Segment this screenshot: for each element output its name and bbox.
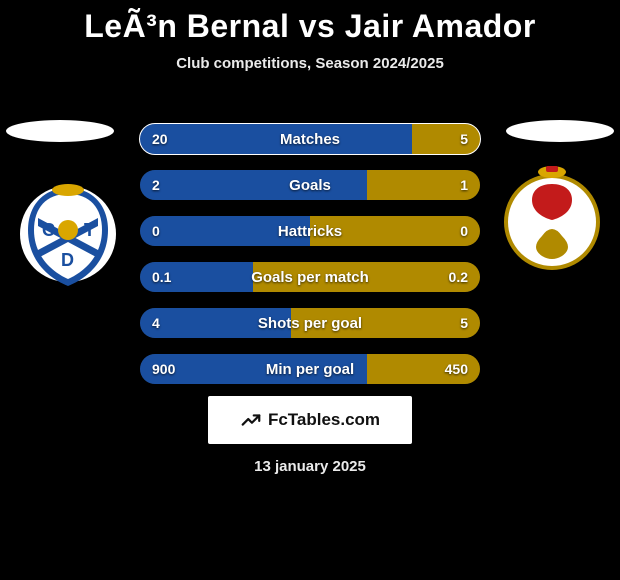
highlight-ellipse-right [506, 120, 614, 142]
stat-value-right: 1 [460, 170, 468, 200]
svg-text:T: T [84, 220, 95, 240]
stat-value-right: 5 [460, 124, 468, 154]
svg-text:C: C [42, 220, 55, 240]
comparison-card: LeÃ³n Bernal vs Jair Amador Club competi… [0, 0, 620, 580]
footer-date: 13 january 2025 [0, 458, 620, 475]
highlight-ellipse-left [6, 120, 114, 142]
stats-rows: 20Matches5 2Goals1 0Hattricks0 0.1Goals per… [140, 124, 480, 400]
zaragoza-crest-svg [502, 162, 602, 274]
tenerife-crest: C T D [18, 178, 118, 290]
stat-value-right: 0 [460, 216, 468, 246]
stat-label: Goals [140, 170, 480, 200]
stat-row[interactable]: 0.1Goals per match0.2 [140, 262, 480, 292]
stat-value-right: 450 [445, 354, 468, 384]
stat-row[interactable]: 2Goals1 [140, 170, 480, 200]
stat-row[interactable]: 20Matches5 [140, 124, 480, 154]
stat-label: Shots per goal [140, 308, 480, 338]
svg-text:D: D [61, 250, 74, 270]
stat-value-right: 0.2 [449, 262, 468, 292]
brand-badge[interactable]: FcTables.com [208, 396, 412, 444]
stat-label: Goals per match [140, 262, 480, 292]
page-title: LeÃ³n Bernal vs Jair Amador [0, 0, 620, 45]
stat-row[interactable]: 0Hattricks0 [140, 216, 480, 246]
stat-label: Matches [140, 124, 480, 154]
stat-row[interactable]: 4Shots per goal5 [140, 308, 480, 338]
chart-icon [240, 409, 262, 431]
stat-label: Min per goal [140, 354, 480, 384]
stat-row[interactable]: 900Min per goal450 [140, 354, 480, 384]
brand-label: FcTables.com [268, 410, 380, 430]
tenerife-crest-svg: C T D [18, 178, 118, 290]
stat-value-right: 5 [460, 308, 468, 338]
page-subtitle: Club competitions, Season 2024/2025 [0, 55, 620, 72]
zaragoza-crest [502, 162, 602, 274]
stat-label: Hattricks [140, 216, 480, 246]
